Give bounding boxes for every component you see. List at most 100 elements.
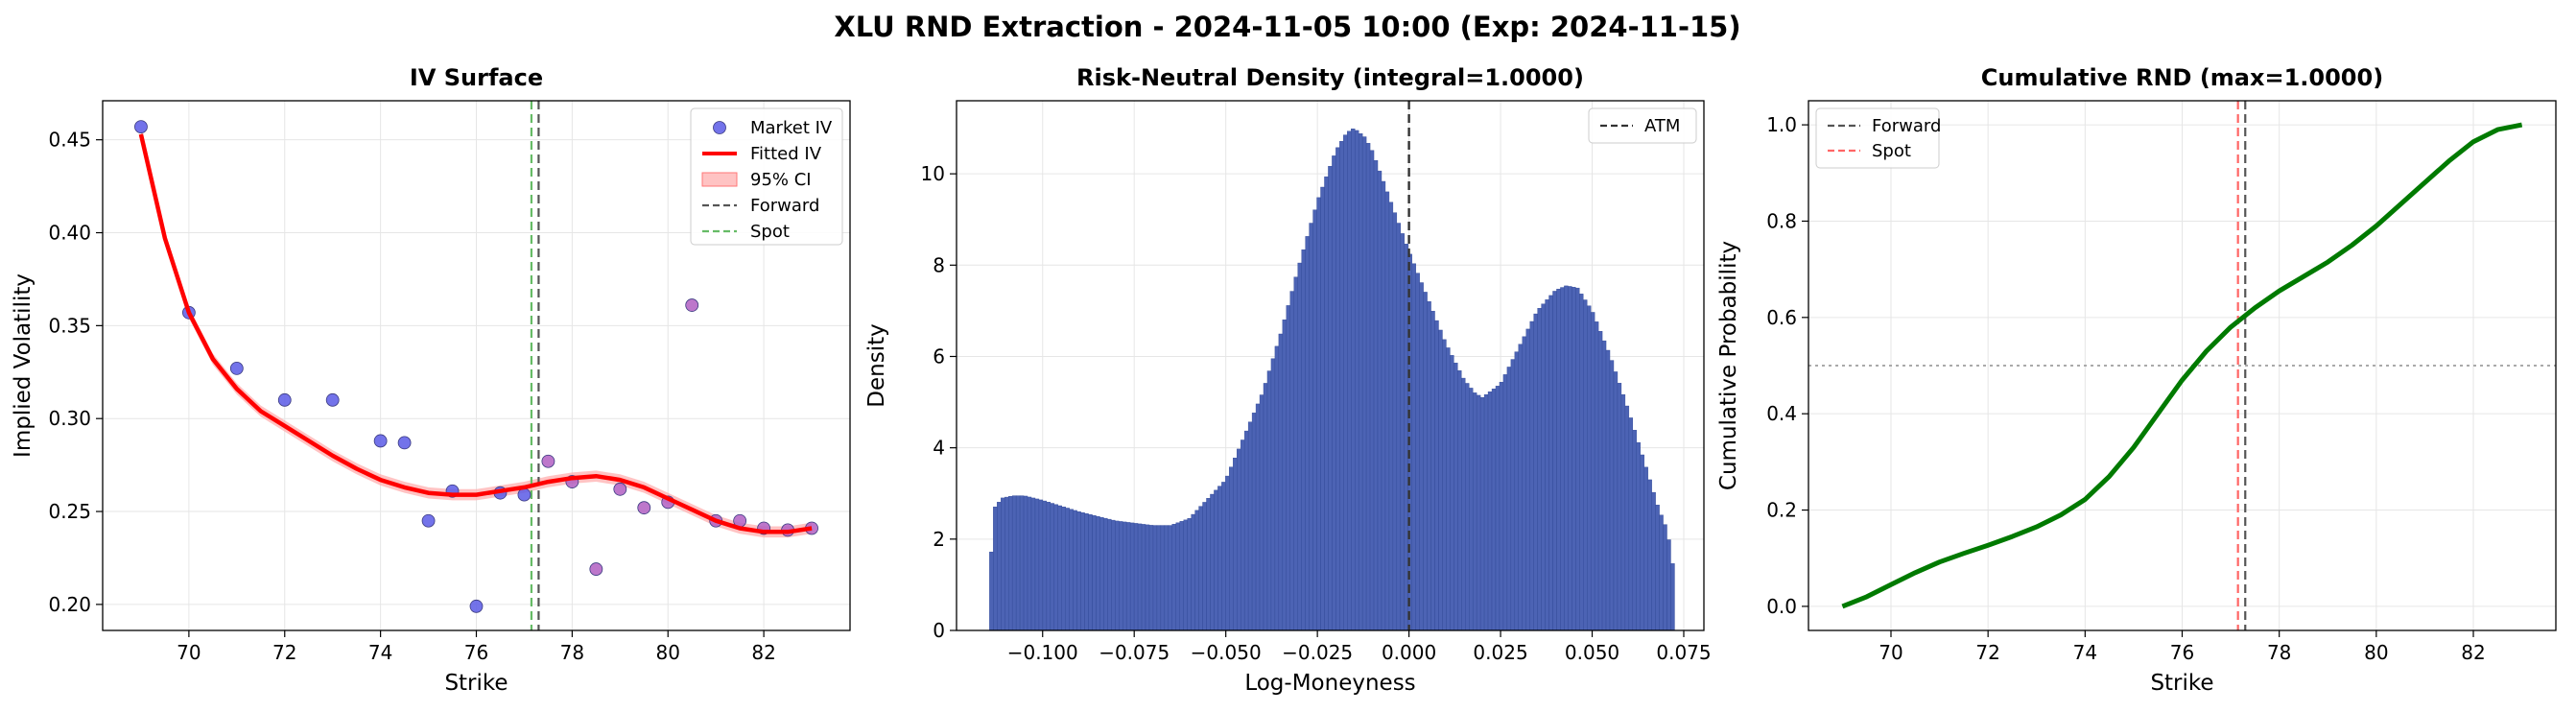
density-bar (1583, 299, 1588, 631)
x-tick-label: 80 (2364, 641, 2388, 664)
density-bar (1545, 299, 1549, 631)
x-axis-label: Log-Moneyness (1244, 671, 1415, 696)
density-bar (1647, 479, 1652, 631)
legend-label: Spot (750, 222, 790, 242)
x-tick-label: −0.075 (1099, 641, 1170, 664)
density-bar (1247, 421, 1253, 631)
x-tick-label: 74 (2073, 641, 2097, 664)
density-bar (1518, 344, 1523, 631)
density-bar (1564, 285, 1569, 631)
density-bar (1053, 504, 1058, 631)
density-bar (1400, 233, 1405, 631)
density-bar (1572, 287, 1576, 631)
density-bar (1183, 519, 1188, 631)
density-bar (1065, 508, 1070, 631)
density-bar (1423, 292, 1428, 631)
density-bar (1328, 166, 1333, 631)
x-tick-label: 74 (368, 641, 392, 664)
density-bar (1175, 522, 1180, 631)
x-axis-label: Strike (444, 671, 508, 696)
density-bar (1103, 517, 1108, 631)
density-bar (1156, 525, 1162, 631)
density-bar (1465, 383, 1470, 631)
panel-title: Cumulative RND (max=1.0000) (1981, 64, 2383, 91)
x-axis-label: Strike (2150, 671, 2213, 696)
density-bar (1419, 282, 1424, 631)
density-bar (1125, 522, 1131, 631)
x-tick-label: 0.075 (1656, 641, 1711, 664)
fitted-iv-line (138, 133, 813, 534)
density-bar (1568, 286, 1572, 631)
density-bar (1073, 510, 1077, 631)
density-bar (1160, 525, 1166, 631)
density-bar (1358, 133, 1363, 631)
density-bar (1023, 495, 1028, 631)
density-bar (1411, 263, 1416, 631)
y-tick-label: 0.30 (48, 407, 91, 430)
market-iv-point (541, 454, 555, 468)
legend-label: 95% CI (750, 170, 812, 190)
density-bar (1263, 383, 1268, 631)
density-bar (1301, 249, 1306, 631)
x-tick-label: −0.100 (1007, 641, 1078, 664)
y-tick-label: 1.0 (1766, 113, 1797, 136)
y-tick-label: 10 (921, 162, 945, 185)
market-iv-point (421, 513, 436, 528)
density-bar (1541, 303, 1546, 631)
legend-label: ATM (1644, 116, 1680, 136)
y-tick-label: 0.25 (48, 500, 91, 523)
density-bar (1476, 394, 1481, 631)
cdf-legend: Forward Spot (1815, 107, 1941, 169)
density-bar (1278, 333, 1284, 631)
density-bar (1240, 439, 1245, 631)
y-tick-label: 0.20 (48, 593, 91, 616)
density-bar (1293, 276, 1298, 631)
market-iv-point (397, 436, 412, 450)
density-bar (1111, 519, 1116, 631)
density-bar (1145, 524, 1150, 631)
density-bar (1221, 482, 1226, 631)
density-bar (1080, 511, 1085, 631)
density-bar (1587, 305, 1592, 631)
market-iv-point (589, 562, 603, 576)
density-bar (1609, 360, 1615, 631)
x-tick-label: 0.050 (1565, 641, 1619, 664)
density-bar (1552, 291, 1557, 631)
y-tick-label: 0.45 (48, 129, 91, 152)
density-bar (1594, 321, 1599, 631)
density-bar (1320, 186, 1325, 631)
density-bar (1404, 244, 1408, 631)
legend-box (1588, 107, 1697, 144)
x-tick-label: 0.000 (1382, 641, 1436, 664)
density-bar (1663, 524, 1667, 631)
density-bar (1335, 147, 1340, 631)
density-bar (1495, 386, 1501, 631)
x-tick-label: 78 (2267, 641, 2291, 664)
density-bar (1210, 493, 1215, 631)
market-iv-point (373, 434, 388, 448)
density-bar (1666, 539, 1671, 631)
density-bar (1381, 180, 1386, 631)
y-axis-label: Cumulative Probability (1716, 241, 1741, 490)
density-bar (1164, 525, 1170, 631)
density-bar (1597, 331, 1603, 631)
y-tick-label: 0.8 (1766, 209, 1797, 232)
density-bar (1214, 489, 1218, 631)
density-bar (1255, 403, 1261, 631)
density-bar (1442, 339, 1447, 631)
density-bar (1316, 197, 1321, 631)
density-bar (1237, 448, 1241, 631)
density-bar (1522, 336, 1526, 631)
density-bar (1396, 223, 1402, 631)
density-bar (1453, 363, 1458, 631)
density-bar (1415, 273, 1420, 631)
density-bar (1107, 518, 1112, 631)
density-bar (1171, 524, 1176, 631)
market-iv-point (517, 487, 532, 502)
market-iv-point (685, 298, 699, 312)
density-bar (1514, 351, 1519, 631)
density-bar (1076, 510, 1081, 631)
density-bar (1030, 497, 1036, 631)
density-bar (1229, 466, 1234, 631)
density-bar (1537, 308, 1542, 631)
